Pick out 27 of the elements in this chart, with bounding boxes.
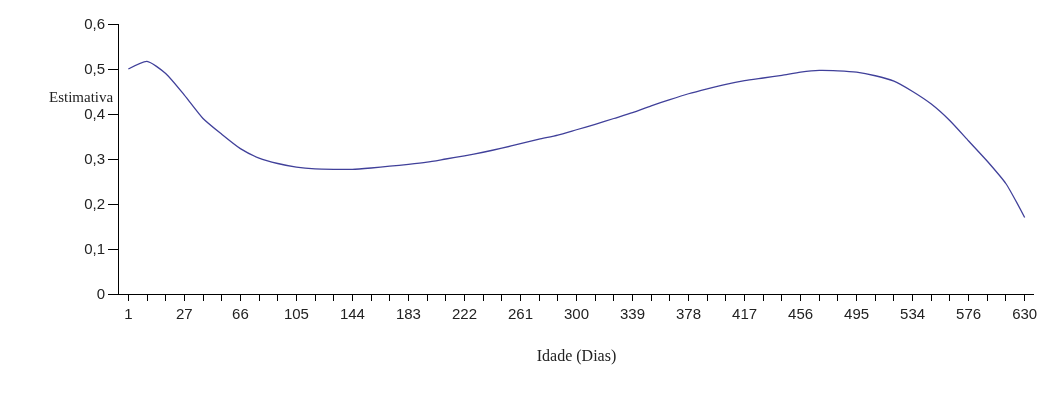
x-tick-label: 378 [676, 305, 702, 322]
x-tick-label: 300 [563, 305, 590, 322]
x-tick-label: 144 [339, 305, 365, 322]
y-tick-label: 0,4 [84, 105, 105, 123]
x-tick-label: 183 [395, 305, 421, 322]
x-tick-label: 222 [451, 305, 477, 322]
y-tick-label: 0,3 [84, 150, 105, 168]
x-tick-label: 27 [176, 305, 193, 322]
y-tick-label: 0 [96, 285, 105, 303]
y-tick-label: 0,6 [84, 15, 105, 33]
x-tick-label: 576 [956, 305, 982, 322]
x-tick-label: 261 [507, 305, 533, 322]
x-tick-label: 105 [283, 305, 309, 322]
y-tick-label: 0,1 [84, 240, 105, 258]
y-axis-title: Estimativa [49, 89, 114, 105]
x-tick-label: 495 [844, 305, 870, 322]
y-tick-label: 0,2 [84, 195, 105, 213]
x-axis-title: Idade (Dias) [536, 346, 617, 365]
x-tick-label: 66 [232, 305, 249, 322]
x-tick-label: 456 [788, 305, 814, 322]
x-tick-label: 339 [620, 305, 646, 322]
x-tick-label: 1 [124, 305, 133, 322]
y-tick-label: 0,5 [84, 60, 105, 78]
x-tick-label: 630 [1012, 305, 1038, 322]
x-tick-label: 534 [900, 305, 926, 322]
line-series [127, 60, 1026, 219]
x-tick-label: 417 [732, 305, 758, 322]
